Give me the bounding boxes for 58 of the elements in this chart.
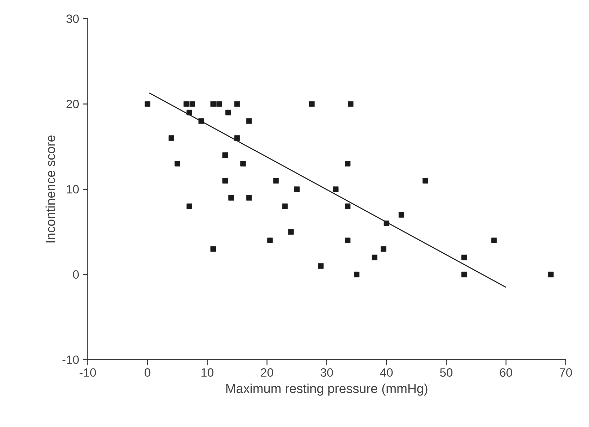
point bbox=[222, 152, 228, 158]
point bbox=[186, 204, 192, 210]
point bbox=[144, 101, 151, 108]
y-axis-title: Incontinence score bbox=[46, 136, 56, 243]
point bbox=[186, 110, 192, 116]
point bbox=[234, 101, 240, 108]
point bbox=[345, 204, 351, 210]
point bbox=[384, 220, 390, 226]
point bbox=[246, 118, 252, 124]
point bbox=[462, 254, 468, 260]
point bbox=[288, 229, 294, 235]
y-tick-label: 10 bbox=[67, 185, 80, 194]
point bbox=[345, 161, 351, 167]
point bbox=[422, 178, 428, 184]
x-tick-label: -10 bbox=[80, 368, 96, 377]
y-tick-label: 30 bbox=[66, 14, 80, 24]
point bbox=[216, 101, 222, 108]
point bbox=[333, 186, 339, 192]
point bbox=[184, 101, 190, 108]
point bbox=[198, 118, 204, 124]
point bbox=[345, 238, 351, 244]
point bbox=[548, 272, 554, 278]
x-tick-label: 40 bbox=[380, 368, 393, 377]
x-tick-label: 10 bbox=[202, 368, 214, 377]
y-tick-label: 20 bbox=[66, 100, 80, 108]
x-tick-label: 50 bbox=[440, 368, 453, 377]
x-tick-label: 0 bbox=[144, 368, 151, 377]
point bbox=[492, 238, 498, 244]
point bbox=[234, 136, 240, 142]
x-axis-title: Maximum resting pressure (mmHg) bbox=[226, 384, 428, 396]
point bbox=[190, 101, 196, 108]
point bbox=[309, 101, 315, 108]
y-tick-label: 0 bbox=[73, 270, 80, 279]
point bbox=[282, 204, 288, 210]
y-tick-label: -10 bbox=[62, 356, 80, 364]
point bbox=[372, 254, 378, 260]
point bbox=[222, 178, 228, 184]
point bbox=[226, 110, 232, 116]
point bbox=[267, 238, 274, 244]
point bbox=[348, 101, 354, 108]
x-tick-label: 20 bbox=[261, 368, 274, 377]
point bbox=[210, 101, 216, 108]
point bbox=[318, 263, 324, 270]
point bbox=[462, 272, 468, 278]
point bbox=[398, 212, 404, 218]
point bbox=[174, 161, 180, 167]
x-tick-label: 30 bbox=[320, 368, 334, 377]
point bbox=[380, 246, 387, 252]
point bbox=[273, 178, 280, 184]
point bbox=[294, 186, 300, 192]
x-tick-label: 70 bbox=[560, 368, 572, 377]
point bbox=[354, 272, 360, 278]
point bbox=[168, 136, 174, 142]
x-tick-label: 60 bbox=[500, 368, 512, 377]
point bbox=[246, 195, 252, 201]
point bbox=[228, 195, 234, 201]
point bbox=[210, 246, 216, 252]
point bbox=[240, 161, 246, 167]
